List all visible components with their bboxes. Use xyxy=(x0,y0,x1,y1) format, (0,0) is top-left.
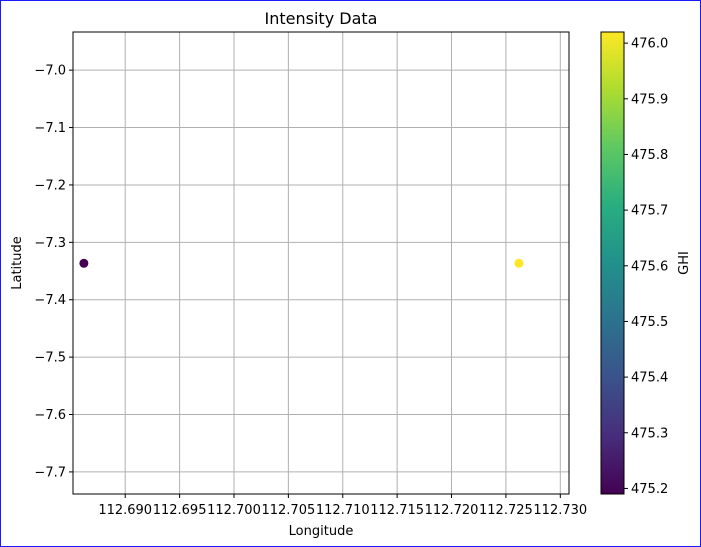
x-tick-label: 112.715 xyxy=(370,503,424,518)
colorbar xyxy=(600,31,625,495)
chart-title: Intensity Data xyxy=(265,9,378,28)
y-tick-label: −7.5 xyxy=(34,351,66,366)
y-tick-label: −7.1 xyxy=(34,121,66,136)
y-tick-label: −7.3 xyxy=(34,236,66,251)
x-tick-label: 112.730 xyxy=(533,503,587,518)
colorbar-tick-label: 475.8 xyxy=(631,148,668,163)
scatter-point xyxy=(79,258,89,268)
y-tick-label: −7.0 xyxy=(34,64,66,79)
y-axis-ticks: −7.0 −7.1 −7.2 −7.3 −7.4 −7.5 −7.6 −7.7 xyxy=(34,64,73,480)
x-tick-label: 112.705 xyxy=(261,503,315,518)
x-axis-label: Longitude xyxy=(289,524,354,539)
colorbar-tick-label: 475.2 xyxy=(631,482,668,497)
colorbar-tick-label: 475.5 xyxy=(631,315,668,330)
y-axis-label: Latitude xyxy=(10,236,25,290)
y-tick-label: −7.2 xyxy=(34,178,66,193)
colorbar-label: GHI xyxy=(677,251,692,275)
colorbar-tick-label: 476.0 xyxy=(631,37,668,52)
y-tick-label: −7.7 xyxy=(34,465,66,480)
x-axis-ticks: 112.690 112.695 112.700 112.705 112.710 112.7… xyxy=(98,494,587,518)
y-tick-label: −7.4 xyxy=(34,293,66,308)
x-tick-label: 112.700 xyxy=(207,503,261,518)
data-points xyxy=(79,258,524,268)
plot-area-border xyxy=(72,31,570,495)
colorbar-tick-label: 475.7 xyxy=(631,204,668,219)
grid-lines xyxy=(73,32,569,494)
y-tick-label: −7.6 xyxy=(34,408,66,423)
colorbar-ticks: 475.2 475.3 475.4 475.5 475.6 475.7 475.8 475.9… xyxy=(624,37,668,497)
scatter-point xyxy=(514,258,524,268)
colorbar-tick-label: 475.6 xyxy=(631,259,668,274)
x-tick-label: 112.695 xyxy=(153,503,207,518)
x-tick-label: 112.690 xyxy=(98,503,152,518)
colorbar-tick-label: 475.9 xyxy=(631,92,668,107)
colorbar-tick-label: 475.3 xyxy=(631,426,668,441)
x-tick-label: 112.710 xyxy=(316,503,370,518)
colorbar-tick-label: 475.4 xyxy=(631,371,668,386)
x-tick-label: 112.720 xyxy=(425,503,479,518)
x-tick-label: 112.725 xyxy=(479,503,533,518)
